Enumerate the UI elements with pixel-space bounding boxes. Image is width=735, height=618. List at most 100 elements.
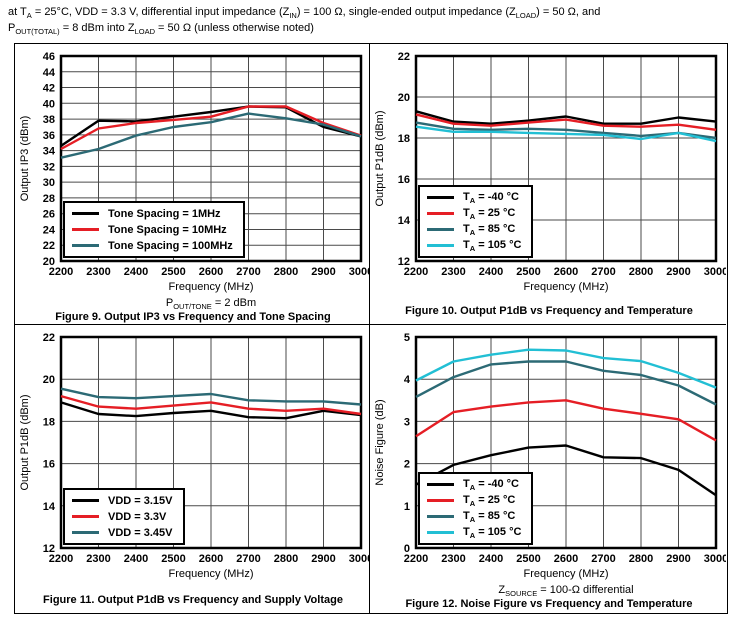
legend-line-swatch [72,244,99,248]
x-tick-label: 2500 [161,553,185,565]
x-tick-label: 2700 [236,553,260,565]
legend-item: TA = 85 °C [427,222,521,237]
x-tick-label: 2900 [311,553,335,565]
figure-10-panel: 12 14 16 18 20 22 2200 2300 2400 2500 2600 2700 2800… [370,44,726,326]
y-tick-label: 26 [43,209,55,221]
figure-caption: Figure 9. Output IP3 vs Frequency and To… [55,311,331,324]
y-tick-label: 38 [43,114,55,126]
figure-caption: Figure 11. Output P1dB vs Frequency and … [43,594,343,607]
output-p1db-supply-voltage-chart: 12 14 16 18 20 22 2200 2300 2400 2500 2600 2700 2800… [17,330,369,566]
y-tick-label: 14 [398,215,411,227]
x-tick-label: 2600 [199,266,223,278]
x-tick-label: 2300 [86,266,110,278]
plot-border [414,54,718,263]
legend-label: TA = 25 °C [463,206,516,221]
x-tick-label: 2800 [274,553,298,565]
series-line [415,113,717,132]
series-line [415,110,717,126]
legend-label: TA = -40 °C [463,477,519,492]
legend-item: TA = 105 °C [427,238,521,253]
legend-line-swatch [427,212,454,216]
x-tick-label: 2400 [479,266,503,278]
x-tick-label: 2900 [666,266,690,278]
x-tick-label: 2800 [629,266,653,278]
legend-item: TA = -40 °C [427,477,521,492]
figure-11-panel: 12 14 16 18 20 22 2200 2300 2400 2500 2600 2700 2800… [15,325,370,614]
series-line [415,444,717,497]
x-tick-label: 2800 [629,553,653,565]
x-tick-label: 2200 [404,553,428,565]
y-tick-label: 22 [398,51,410,63]
y-tick-label: 32 [43,162,55,174]
x-axis-title: Frequency (MHz) [523,281,609,294]
y-tick-label: 22 [43,240,55,252]
plot-border [59,54,363,263]
series-line [415,125,717,143]
x-tick-label: 2700 [591,553,615,565]
y-tick-label: 5 [404,332,410,344]
output-p1db-temperature-chart: 12 14 16 18 20 22 2200 2300 2400 2500 2600 2700 2800… [372,49,726,279]
chart-legend: Tone Spacing = 1MHz Tone Spacing = 10MHz T… [63,201,245,259]
y-tick-label: 16 [43,459,55,471]
noise-figure-vs-frequency-temperature-plot: 0 1 2 3 4 5 2200 2300 2400 2500 2600 2700 2800 2900 30… [374,332,726,565]
x-axis-title: Frequency (MHz) [168,281,254,294]
series-line [60,387,362,406]
legend-item: TA = 85 °C [427,509,521,524]
y-tick-label: 3 [404,417,410,429]
y-axis-title: Output IP3 (dBm) [19,116,31,202]
legend-line-swatch [72,228,99,232]
legend-item: VDD = 3.15V [72,493,173,508]
x-tick-label: 2200 [404,266,428,278]
y-tick-label: 40 [43,98,55,110]
x-axis-title: Frequency (MHz) [523,568,609,581]
legend-label: TA = 85 °C [463,509,516,524]
x-tick-label: 2600 [199,553,223,565]
series-line [60,395,362,416]
x-tick-label: 2900 [666,553,690,565]
x-tick-label: 2200 [49,266,73,278]
test-conditions-note: at TA = 25°C, VDD = 3.3 V, differential … [8,6,601,37]
figure-caption: Figure 10. Output P1dB vs Frequency and … [405,305,693,318]
y-tick-label: 36 [43,130,55,142]
x-tick-label: 2500 [516,553,540,565]
y-tick-label: 1 [404,501,410,513]
figure-12-panel: 0 1 2 3 4 5 2200 2300 2400 2500 2600 2700 2800 2900 30… [370,325,726,613]
y-tick-label: 12 [398,256,410,268]
legend-item: TA = 105 °C [427,525,521,540]
x-tick-label: 2400 [479,553,503,565]
y-axis-title: Output P1dB (dBm) [19,395,31,491]
series-line [415,348,717,389]
x-tick-label: 2800 [274,266,298,278]
plot-border [414,335,718,550]
x-tick-label: 3000 [704,553,726,565]
series-line [60,105,362,148]
legend-label: Tone Spacing = 100MHz [108,239,233,252]
legend-label: TA = 105 °C [463,525,522,540]
x-tick-label: 2400 [124,553,148,565]
x-tick-label: 2500 [161,266,185,278]
x-tick-label: 3000 [349,266,370,278]
y-tick-label: 14 [43,501,56,513]
legend-line-swatch [427,228,454,232]
legend-label: Tone Spacing = 1MHz [108,207,221,220]
series-line [60,105,362,151]
y-tick-label: 0 [404,543,410,555]
y-tick-label: 18 [398,133,410,145]
legend-label: TA = 105 °C [463,238,522,253]
y-tick-label: 34 [43,146,56,158]
x-tick-label: 2600 [554,553,578,565]
plot-border [59,335,363,550]
figures-grid: 20 22 24 26 28 30 32 34 36 38 40 42 44 46 2200 2300 2400… [14,43,728,615]
y-tick-label: 28 [43,193,55,205]
x-tick-label: 2900 [311,266,335,278]
y-axis-title: Output P1dB (dBm) [374,111,386,207]
output-ip3-chart: 20 22 24 26 28 30 32 34 36 38 40 42 44 46 2200 2300 2400… [17,49,369,279]
test-condition: POUT/TONE = 2 dBm [165,297,257,312]
noise-figure-chart: 0 1 2 3 4 5 2200 2300 2400 2500 2600 2700 2800 2900 30… [372,330,726,566]
legend-label: VDD = 3.15V [108,494,173,507]
legend-line-swatch [72,212,99,216]
legend-line-swatch [72,531,99,535]
series-line [415,399,717,442]
chart-legend: VDD = 3.15V VDD = 3.3V VDD = 3.45V [63,488,185,546]
